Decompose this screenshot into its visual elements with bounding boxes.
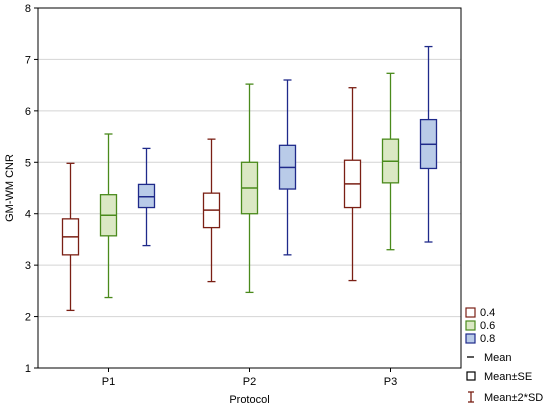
box-plot-0.8-P2	[278, 79, 297, 256]
y-tick-label: 7	[25, 54, 31, 66]
x-axis: P1 P2 P3	[102, 368, 397, 388]
y-tick-label: 8	[25, 3, 31, 15]
box-plot-0.4-P1	[61, 162, 80, 312]
x-tick-label: P1	[102, 376, 115, 388]
y-axis-title: GM-WM CNR	[4, 154, 16, 222]
y-tick-label: 2	[25, 312, 31, 324]
legend-label: 0.4	[480, 307, 495, 319]
box-plot-0.6-P2	[240, 83, 259, 294]
legend-label: Mean	[484, 352, 512, 364]
box-plot-0.4-P2	[202, 138, 221, 283]
legend: 0.40.60.8 Mean Mean±SE Mean±2*SD	[465, 307, 543, 404]
box-plot-0.8-P3	[419, 45, 438, 243]
box-plots	[61, 45, 438, 312]
y-tick-label: 1	[25, 363, 31, 375]
x-tick-label: P3	[384, 376, 397, 388]
y-tick-label: 3	[25, 260, 31, 272]
legend-label: 0.8	[480, 333, 495, 345]
box-plot-0.8-P1	[137, 147, 156, 247]
y-axis: 1 2 3 4 5 6 7 8	[25, 3, 38, 375]
legend-se-symbol	[466, 371, 476, 381]
y-tick-label: 5	[25, 157, 31, 169]
legend-swatch-0.4	[465, 307, 476, 318]
box-plot-0.6-P1	[99, 133, 118, 299]
y-tick-label: 4	[25, 209, 31, 221]
legend-swatch-0.6	[465, 320, 476, 331]
box-plot-0.6-P3	[381, 72, 400, 251]
legend-label: 0.6	[480, 320, 495, 332]
legend-label: Mean±SE	[484, 371, 532, 383]
legend-swatch-0.8	[465, 333, 476, 344]
x-axis-title: Protocol	[229, 394, 269, 406]
y-tick-label: 6	[25, 106, 31, 118]
x-tick-label: P2	[243, 376, 256, 388]
box-plot-0.4-P3	[343, 87, 362, 282]
se-box	[137, 183, 156, 209]
legend-label: Mean±2*SD	[484, 392, 543, 404]
